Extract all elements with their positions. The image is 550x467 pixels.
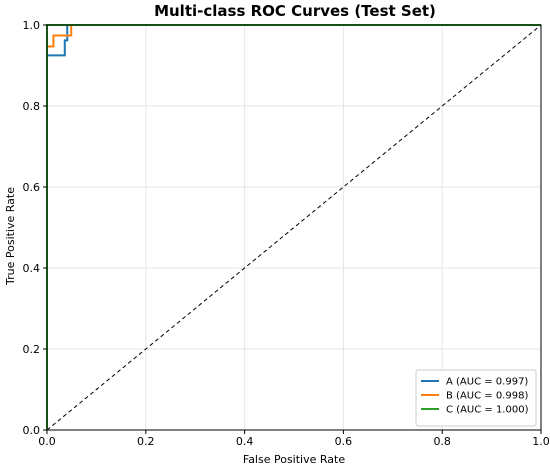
chance-diagonal-line bbox=[46, 24, 542, 431]
y-tick-label: 0.6 bbox=[23, 181, 41, 194]
y-tick-label: 0.4 bbox=[23, 262, 41, 275]
x-axis-label: False Positive Rate bbox=[243, 453, 345, 466]
x-tick-label: 0.6 bbox=[335, 435, 353, 448]
legend-label: B (AUC = 0.998) bbox=[446, 391, 528, 402]
x-tick-label: 1.0 bbox=[532, 435, 550, 448]
x-tick-label: 0.2 bbox=[137, 435, 155, 448]
plot-frame bbox=[46, 24, 542, 431]
y-tick-label: 1.0 bbox=[23, 19, 41, 32]
y-tick-label: 0.2 bbox=[23, 343, 41, 356]
legend: A (AUC = 0.997) B (AUC = 0.998) C (AUC = 1… bbox=[415, 369, 537, 427]
y-tick-label: 0.8 bbox=[23, 100, 41, 113]
legend-label: A (AUC = 0.997) bbox=[446, 377, 528, 388]
y-axis-ticks: 0.0 0.2 0.4 0.6 0.8 1.0 bbox=[23, 19, 47, 437]
y-tick-label: 0.0 bbox=[23, 424, 41, 437]
x-tick-label: 0.0 bbox=[38, 435, 56, 448]
x-tick-label: 0.4 bbox=[236, 435, 254, 448]
legend-label: C (AUC = 1.000) bbox=[446, 405, 529, 416]
x-axis-ticks: 0.0 0.2 0.4 0.6 0.8 1.0 bbox=[38, 430, 550, 448]
chart-title: Multi-class ROC Curves (Test Set) bbox=[154, 2, 436, 20]
x-tick-label: 0.8 bbox=[433, 435, 451, 448]
y-axis-label: True Positive Rate bbox=[4, 187, 17, 286]
legend-box bbox=[415, 369, 537, 427]
